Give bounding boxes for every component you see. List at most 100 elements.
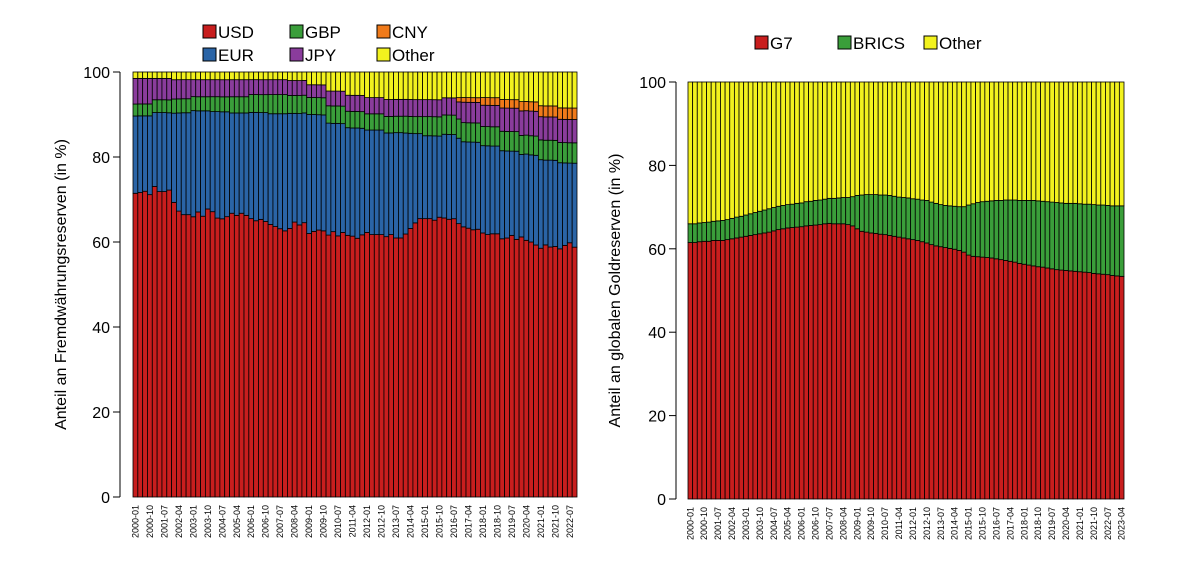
bar-segment-gbp [489,126,496,147]
bar-segment-usd [267,224,274,498]
bar-segment-gbp [398,115,404,134]
bar-segment-gbp [204,96,211,112]
y-tick-label: 40 [648,325,666,342]
bar-segment-usd [214,217,221,498]
y-tick-label: 60 [648,242,666,259]
x-tick-label: 2022-07 [1103,507,1113,540]
bar-segment-jpy [325,90,332,107]
bar-segment-other [984,81,990,202]
bar-segment-other [1118,81,1125,207]
bar-segment-usd [398,237,404,498]
x-tick-label: 2005-04 [232,505,242,538]
bar-segment-brics [1007,199,1014,262]
x-tick-label: 2017-04 [463,505,473,538]
bar-segment-jpy [335,90,341,107]
bar-segment-jpy [470,101,477,124]
bar-segment-cny [547,105,554,118]
y-tick-label: 20 [648,409,666,426]
bar-segment-jpy [552,116,559,141]
legend-label: Other [939,34,982,53]
bar-segment-brics [729,217,735,240]
bar-segment-other [185,71,192,81]
bar-segment-g7 [789,227,796,500]
bar-segment-gbp [369,113,375,131]
bar-segment-eur [344,127,351,236]
bar-segment-brics [836,197,842,225]
bar-segment-other [687,81,694,225]
y-tick-label: 20 [92,405,110,422]
right-chart-gold-reserves: 0 20 40 60 80 100 Anteil an globalen Goldreser… [607,34,1127,540]
bar-segment-eur [417,133,423,220]
bar-segment-eur [557,162,563,250]
bar-segment-other [905,81,912,199]
bar-segment-other [729,81,735,219]
bar-segment-g7 [859,230,865,500]
bar-segment-brics [882,194,888,236]
bar-segment-jpy [147,77,153,105]
legend-swatch [202,47,217,62]
bar-segment-jpy [253,79,259,95]
bar-segment-eur [147,115,153,196]
bar-segment-brics [1095,204,1102,275]
bar-segment-other [557,71,563,109]
bar-segment-gbp [383,116,390,134]
bar-segment-other [873,81,879,195]
bar-segment-g7 [710,240,717,500]
bar-segment-jpy [504,107,510,132]
bar-segment-jpy [219,79,226,98]
bar-segment-brics [1100,204,1106,275]
x-tick-label: 2013-07 [391,505,401,538]
bar-segment-jpy [171,79,177,100]
bar-segment-gbp [504,131,510,152]
bar-segment-brics [752,212,758,236]
bar-segment-jpy [132,78,139,105]
bar-segment-g7 [928,244,935,500]
bar-segment-jpy [243,79,250,98]
bar-segment-gbp [200,96,206,112]
bar-segment-brics [1003,199,1009,261]
bar-segment-g7 [747,235,754,500]
bar-segment-gbp [238,96,245,114]
x-tick-label: 2012-01 [908,507,918,540]
bar-segment-jpy [509,107,515,132]
bar-segment-jpy [151,78,158,101]
bar-segment-jpy [156,78,163,101]
bar-segment-jpy [233,79,240,98]
bar-segment-g7 [882,234,888,500]
bar-segment-other [780,81,786,206]
bar-segment-usd [571,246,578,498]
bar-segment-other [528,71,534,103]
bar-segment-usd [407,228,414,498]
bar-segment-other [137,71,144,79]
bar-segment-other [1077,81,1083,205]
bar-segment-gbp [349,111,356,129]
x-tick-label: 2019-07 [507,505,517,538]
bar-segment-other [947,81,953,207]
bar-segment-jpy [417,99,423,118]
bar-segment-jpy [402,98,409,117]
bar-segment-cny [566,107,573,120]
bar-segment-g7 [1030,265,1037,500]
bar-segment-eur [407,132,414,229]
bar-segment-jpy [537,116,544,141]
bar-segment-gbp [248,94,255,113]
bar-segment-usd [243,214,250,498]
bar-segment-brics [896,196,902,238]
bar-segment-usd [436,216,443,498]
bar-segment-other [180,71,187,81]
bar-segment-g7 [947,247,953,500]
bar-segment-usd [354,237,361,498]
bar-segment-other [262,71,269,81]
bar-segment-gbp [161,99,168,113]
bar-segment-gbp [566,142,573,164]
bar-segment-other [282,71,288,81]
bar-segment-usd [518,236,525,498]
bar-segment-usd [552,246,559,498]
bar-segment-g7 [933,245,939,500]
bar-segment-brics [692,223,698,243]
bar-segment-gbp [229,96,235,114]
bar-segment-usd [190,216,197,498]
bar-segment-gbp [277,94,284,115]
bar-segment-other [233,71,240,81]
bar-segment-eur [291,112,298,223]
